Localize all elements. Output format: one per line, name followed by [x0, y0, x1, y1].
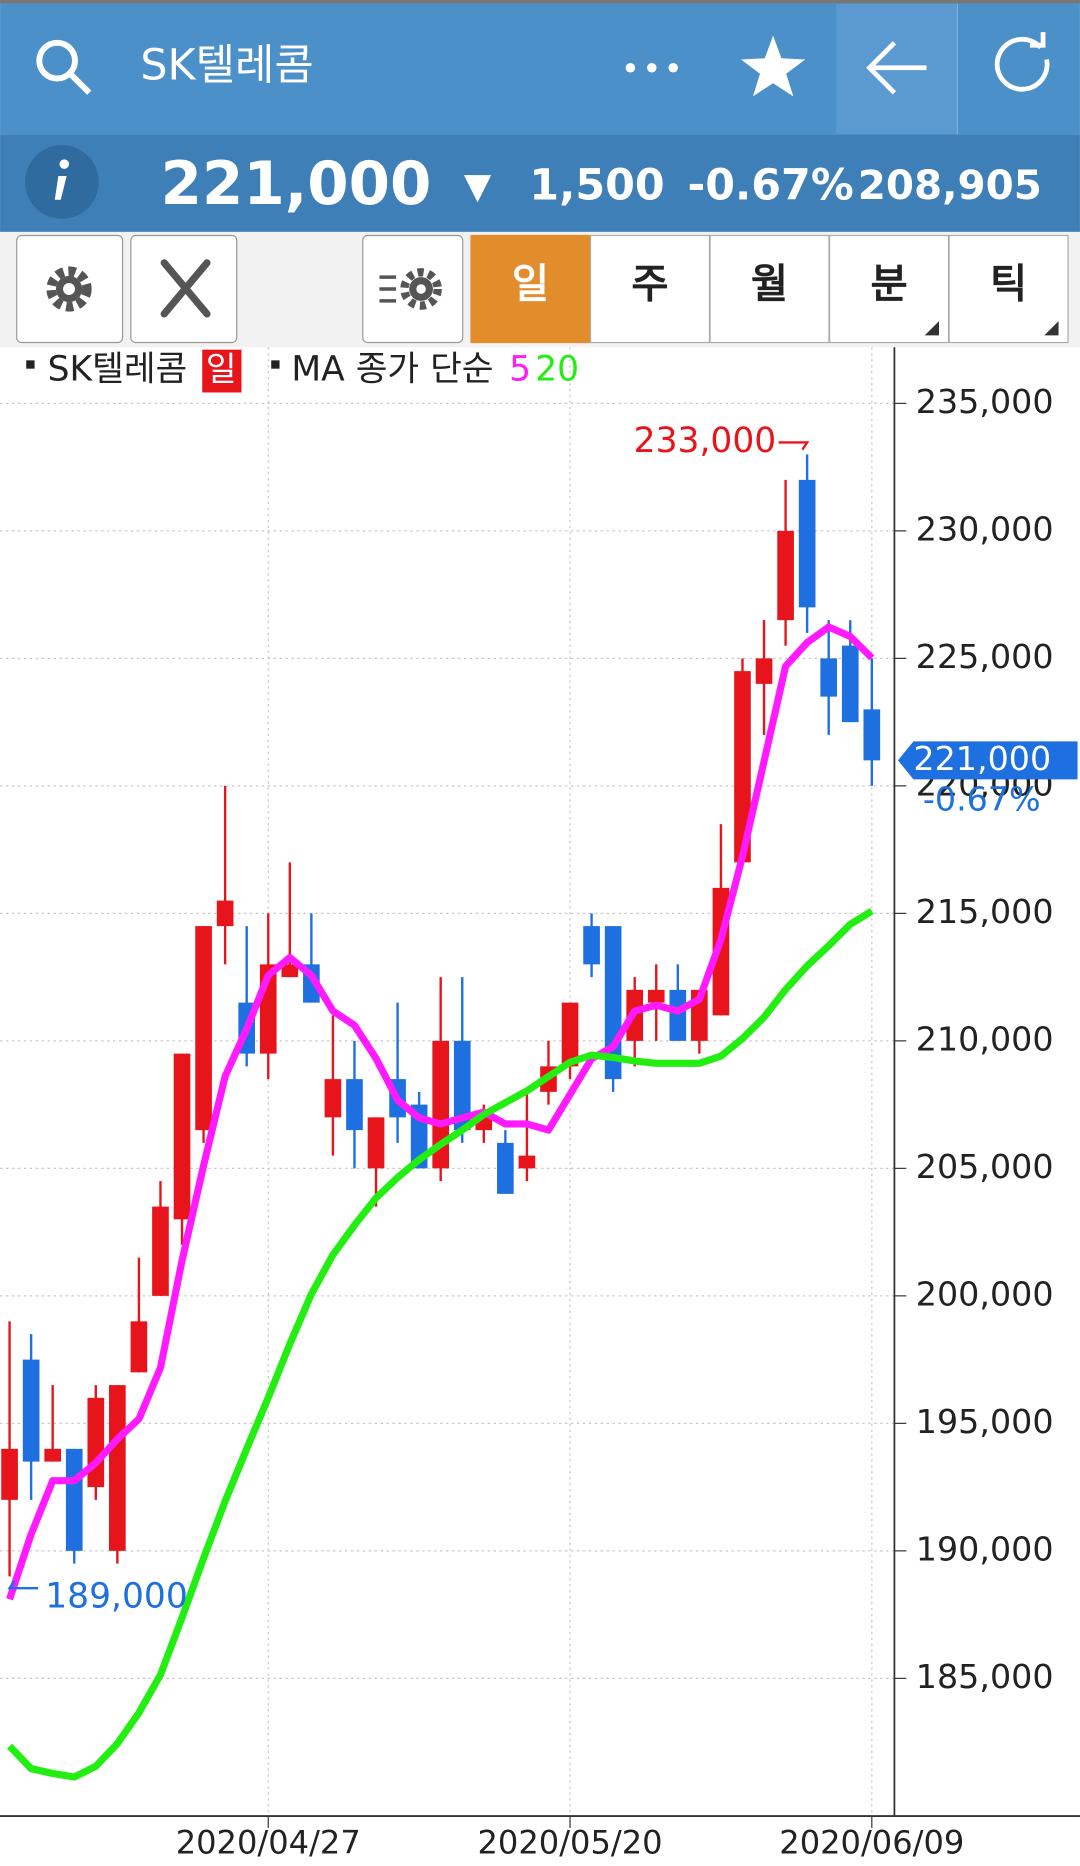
- period-tab-label: 분: [870, 260, 907, 308]
- candle-body: [152, 1206, 169, 1296]
- period-tab[interactable]: [709, 234, 830, 344]
- tab-corner: [1044, 321, 1059, 336]
- refresh-button[interactable]: [994, 32, 1050, 92]
- y-tick-label: 210,000: [916, 1019, 1054, 1058]
- x-tick-label: 2020/05/20: [477, 1824, 662, 1862]
- legend-symbol: SK텔레콤: [48, 350, 188, 390]
- indicator-button[interactable]: [362, 234, 464, 344]
- period-tab[interactable]: [948, 234, 1069, 344]
- y-tick-label: 185,000: [916, 1657, 1054, 1696]
- status-edge: [0, 0, 1080, 4]
- ma-line: [7, 908, 874, 1781]
- y-tick-label: 225,000: [916, 637, 1054, 676]
- legend-marker: [271, 360, 280, 369]
- candle-body: [561, 1002, 579, 1067]
- candle-body: [109, 1385, 126, 1551]
- candle-body: [346, 1079, 363, 1131]
- last-change-label: -0.67%: [923, 779, 1041, 818]
- period-badge: [202, 349, 242, 393]
- legend-marker: [26, 360, 35, 369]
- price: 221,000: [161, 150, 432, 219]
- candle-body: [669, 989, 687, 1041]
- candle-body: [432, 1040, 450, 1169]
- candle-body: [734, 671, 751, 863]
- candle-body: [841, 645, 859, 723]
- settings-button[interactable]: [16, 234, 124, 344]
- max-label: 233,000: [634, 421, 777, 461]
- tab-corner: [924, 321, 940, 336]
- candle-body: [22, 1359, 40, 1462]
- candle-body: [173, 1053, 191, 1220]
- period-tab[interactable]: [828, 234, 950, 344]
- period-tab-label: 주: [631, 260, 668, 308]
- candle-body: [195, 926, 212, 1131]
- legend-period: 일: [206, 350, 237, 389]
- x-tick-label: 2020/04/27: [176, 1824, 361, 1862]
- candle-body: [65, 1448, 83, 1551]
- y-tick-label: 195,000: [916, 1402, 1054, 1441]
- period-tab-label: 월: [751, 260, 788, 308]
- min-label: 189,000: [45, 1576, 188, 1616]
- period-tab[interactable]: [470, 234, 591, 344]
- last-price-label: 221,000: [913, 739, 1051, 778]
- y-tick-label: 235,000: [916, 382, 1054, 421]
- candle-body: [820, 658, 838, 697]
- quote-bar: [0, 134, 1080, 232]
- candle-body: [777, 530, 794, 621]
- candle-body: [1, 1448, 18, 1500]
- candle-body: [216, 900, 234, 927]
- favorite-button[interactable]: [740, 35, 806, 97]
- period-tab[interactable]: [589, 234, 711, 344]
- candle-body: [453, 1040, 471, 1131]
- candle-body: [863, 709, 881, 761]
- legend-ma: MA 종가 단순: [291, 350, 493, 390]
- search-button[interactable]: [36, 39, 92, 95]
- stock-title: SK텔레콤: [140, 40, 313, 90]
- volume: 208,905: [858, 161, 1042, 209]
- candle-body: [324, 1079, 342, 1118]
- period-tab-label: 일: [512, 260, 549, 308]
- y-tick-label: 200,000: [916, 1274, 1054, 1313]
- max-arrow: [778, 441, 810, 451]
- candle-body: [798, 479, 816, 608]
- min-arrow: [7, 1580, 39, 1590]
- y-tick-label: 215,000: [916, 892, 1054, 931]
- candle-body: [281, 964, 299, 978]
- change-pct: -0.67%: [687, 160, 853, 210]
- candle-body: [87, 1397, 105, 1488]
- more-button[interactable]: [625, 63, 678, 73]
- candle-body: [518, 1155, 536, 1169]
- candle-body: [44, 1448, 62, 1462]
- candle-body: [497, 1142, 514, 1194]
- candle-body: [583, 926, 600, 965]
- legend-ma-period: 20: [535, 350, 579, 390]
- last-price-tag: [897, 741, 1078, 780]
- ma-line: [6, 623, 875, 1601]
- tools-button[interactable]: [130, 234, 238, 344]
- y-tick-label: 205,000: [916, 1147, 1054, 1186]
- period-tab-label: 틱: [990, 260, 1027, 308]
- change: 1,500: [529, 160, 664, 210]
- y-tick-label: 190,000: [916, 1529, 1054, 1568]
- candle-body: [755, 658, 773, 684]
- y-tick-label: 230,000: [916, 509, 1054, 548]
- candle-body: [367, 1117, 385, 1169]
- candle-body: [647, 989, 665, 1003]
- info-button[interactable]: [25, 145, 99, 219]
- change-arrow: ▼: [464, 166, 492, 207]
- x-tick-label: 2020/06/09: [779, 1824, 964, 1862]
- candle-body: [130, 1321, 148, 1373]
- legend-ma-period: 5: [509, 350, 531, 390]
- back-icon: [866, 41, 927, 95]
